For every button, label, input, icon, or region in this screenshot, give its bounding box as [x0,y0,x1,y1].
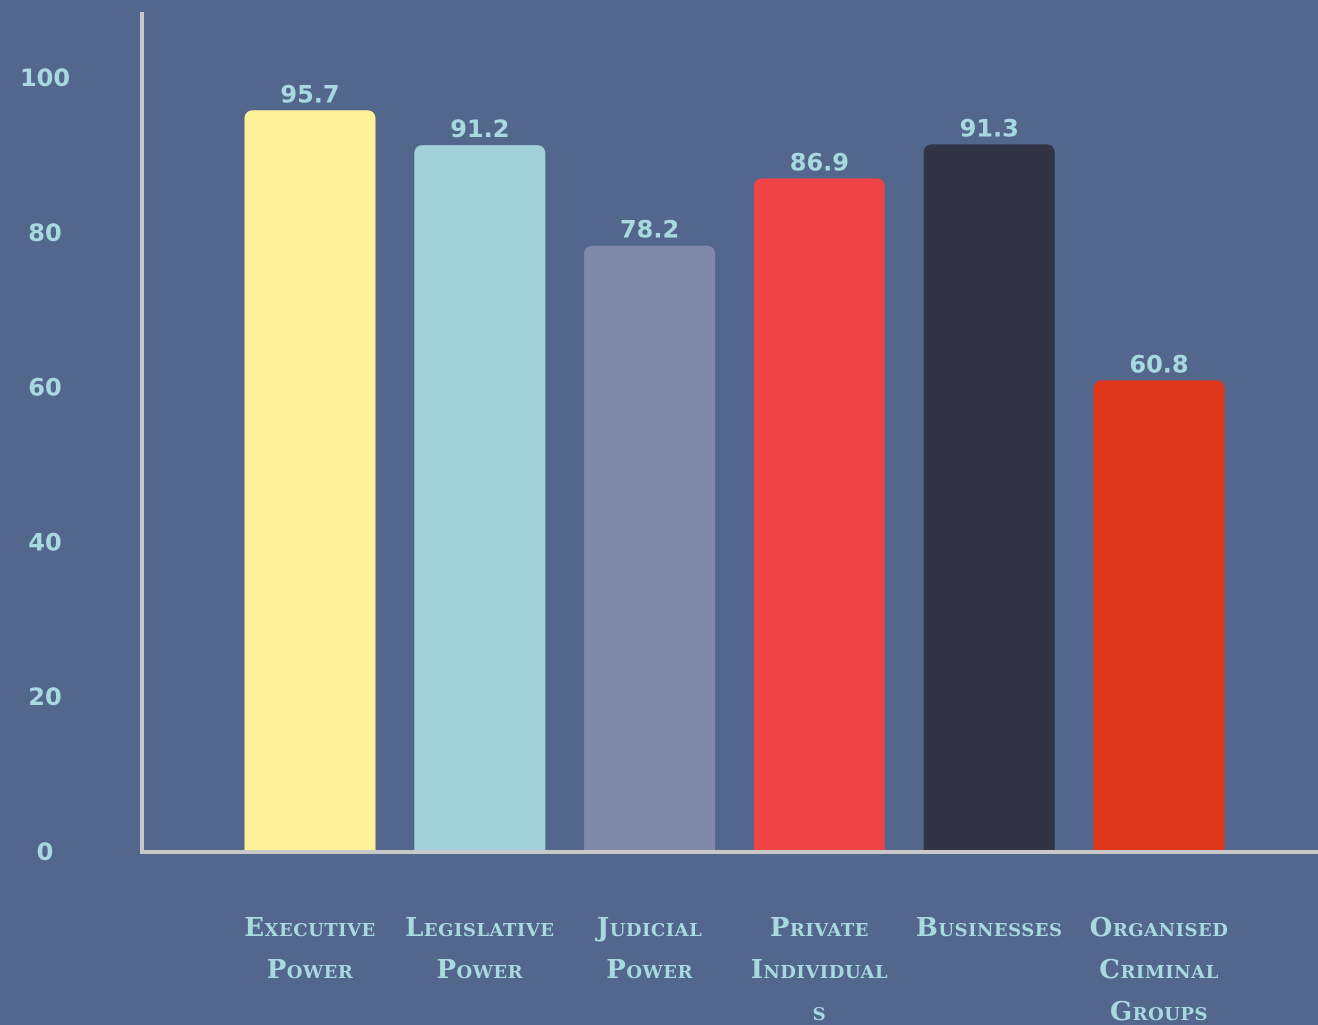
bar [244,110,376,852]
x-tick-label: Groups [1110,997,1208,1025]
bar [753,178,885,852]
data-label: 78.2 [620,216,679,244]
x-tick-label: Power [436,955,523,985]
x-tick-label: Judicial [595,913,702,943]
y-tick-label: 60 [28,374,61,402]
x-tick-label: Organised [1090,913,1229,943]
y-tick-label: 80 [28,219,61,247]
data-label: 95.7 [280,80,339,108]
bar [414,145,546,851]
y-tick-label: 20 [28,683,61,711]
x-tick-label: Businesses [916,913,1063,943]
data-label: 86.9 [790,148,849,176]
x-tick-label: Executive [244,913,376,943]
bar [584,245,716,851]
bar [1093,380,1225,851]
x-tick-label: Criminal [1099,955,1219,985]
data-label: 91.3 [960,114,1019,142]
data-label: 91.2 [450,115,509,143]
y-tick-label: 0 [37,838,54,866]
x-tick-label: Private [770,913,869,943]
y-tick-label: 100 [20,64,70,92]
y-tick-label: 40 [28,528,61,556]
bar [923,144,1055,851]
x-tick-label: Power [606,955,693,985]
data-label: 60.8 [1129,350,1188,378]
x-tick-label: Individual [751,955,888,985]
x-tick-label: Power [267,955,354,985]
x-tick-label: s [813,997,827,1025]
x-tick-label: Legislative [405,913,554,943]
